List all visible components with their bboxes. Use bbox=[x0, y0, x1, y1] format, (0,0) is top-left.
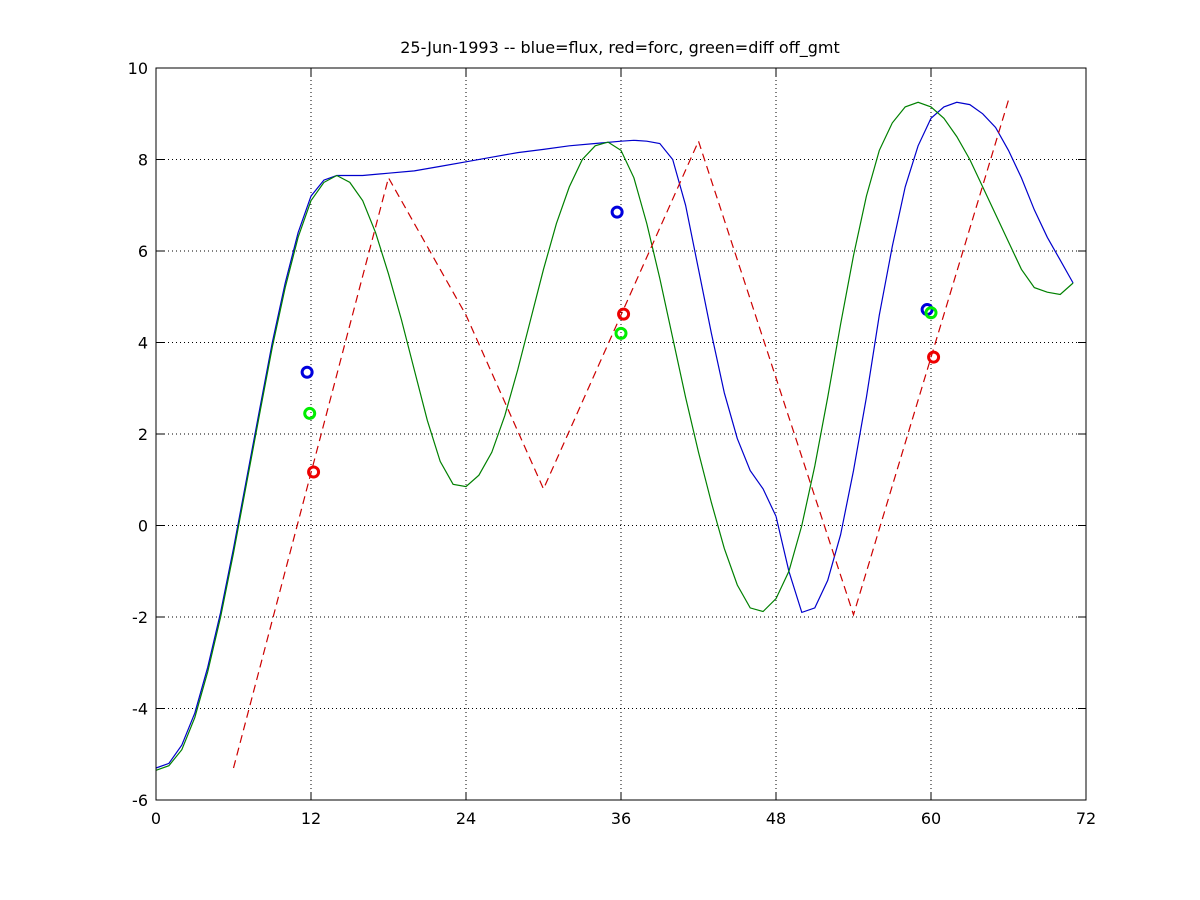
data-point-marker bbox=[610, 205, 624, 219]
forc-line bbox=[232, 99, 1010, 769]
marker-layer bbox=[300, 205, 941, 479]
x-tick-label: 24 bbox=[456, 809, 476, 828]
grid bbox=[156, 68, 1086, 800]
data-point-marker bbox=[927, 350, 941, 364]
y-tick-label: -4 bbox=[132, 700, 148, 719]
y-tick-label: 8 bbox=[138, 151, 148, 170]
y-tick-label: -2 bbox=[132, 608, 148, 627]
x-tick-label: 72 bbox=[1076, 809, 1096, 828]
y-tick-label: 0 bbox=[138, 517, 148, 536]
x-tick-label: 0 bbox=[151, 809, 161, 828]
series-layer bbox=[155, 99, 1074, 771]
chart-title: 25-Jun-1993 -- blue=flux, red=forc, gree… bbox=[400, 38, 840, 58]
data-point-marker bbox=[307, 465, 321, 479]
data-point-marker bbox=[614, 326, 628, 340]
y-tick-label: 4 bbox=[138, 334, 148, 353]
x-tick-label: 12 bbox=[301, 809, 321, 828]
flux-line bbox=[155, 101, 1074, 769]
x-tick-label: 60 bbox=[921, 809, 941, 828]
data-point-marker bbox=[303, 406, 317, 420]
y-tick-label: 10 bbox=[128, 59, 148, 78]
y-tick-label: 2 bbox=[138, 425, 148, 444]
data-point-marker bbox=[924, 306, 938, 320]
y-tick-label: 6 bbox=[138, 242, 148, 261]
y-tick-label: -6 bbox=[132, 791, 148, 810]
x-tick-label: 48 bbox=[766, 809, 786, 828]
data-point-marker bbox=[300, 365, 314, 379]
diff-line bbox=[155, 101, 1074, 771]
data-point-marker bbox=[617, 307, 631, 321]
x-tick-label: 36 bbox=[611, 809, 631, 828]
